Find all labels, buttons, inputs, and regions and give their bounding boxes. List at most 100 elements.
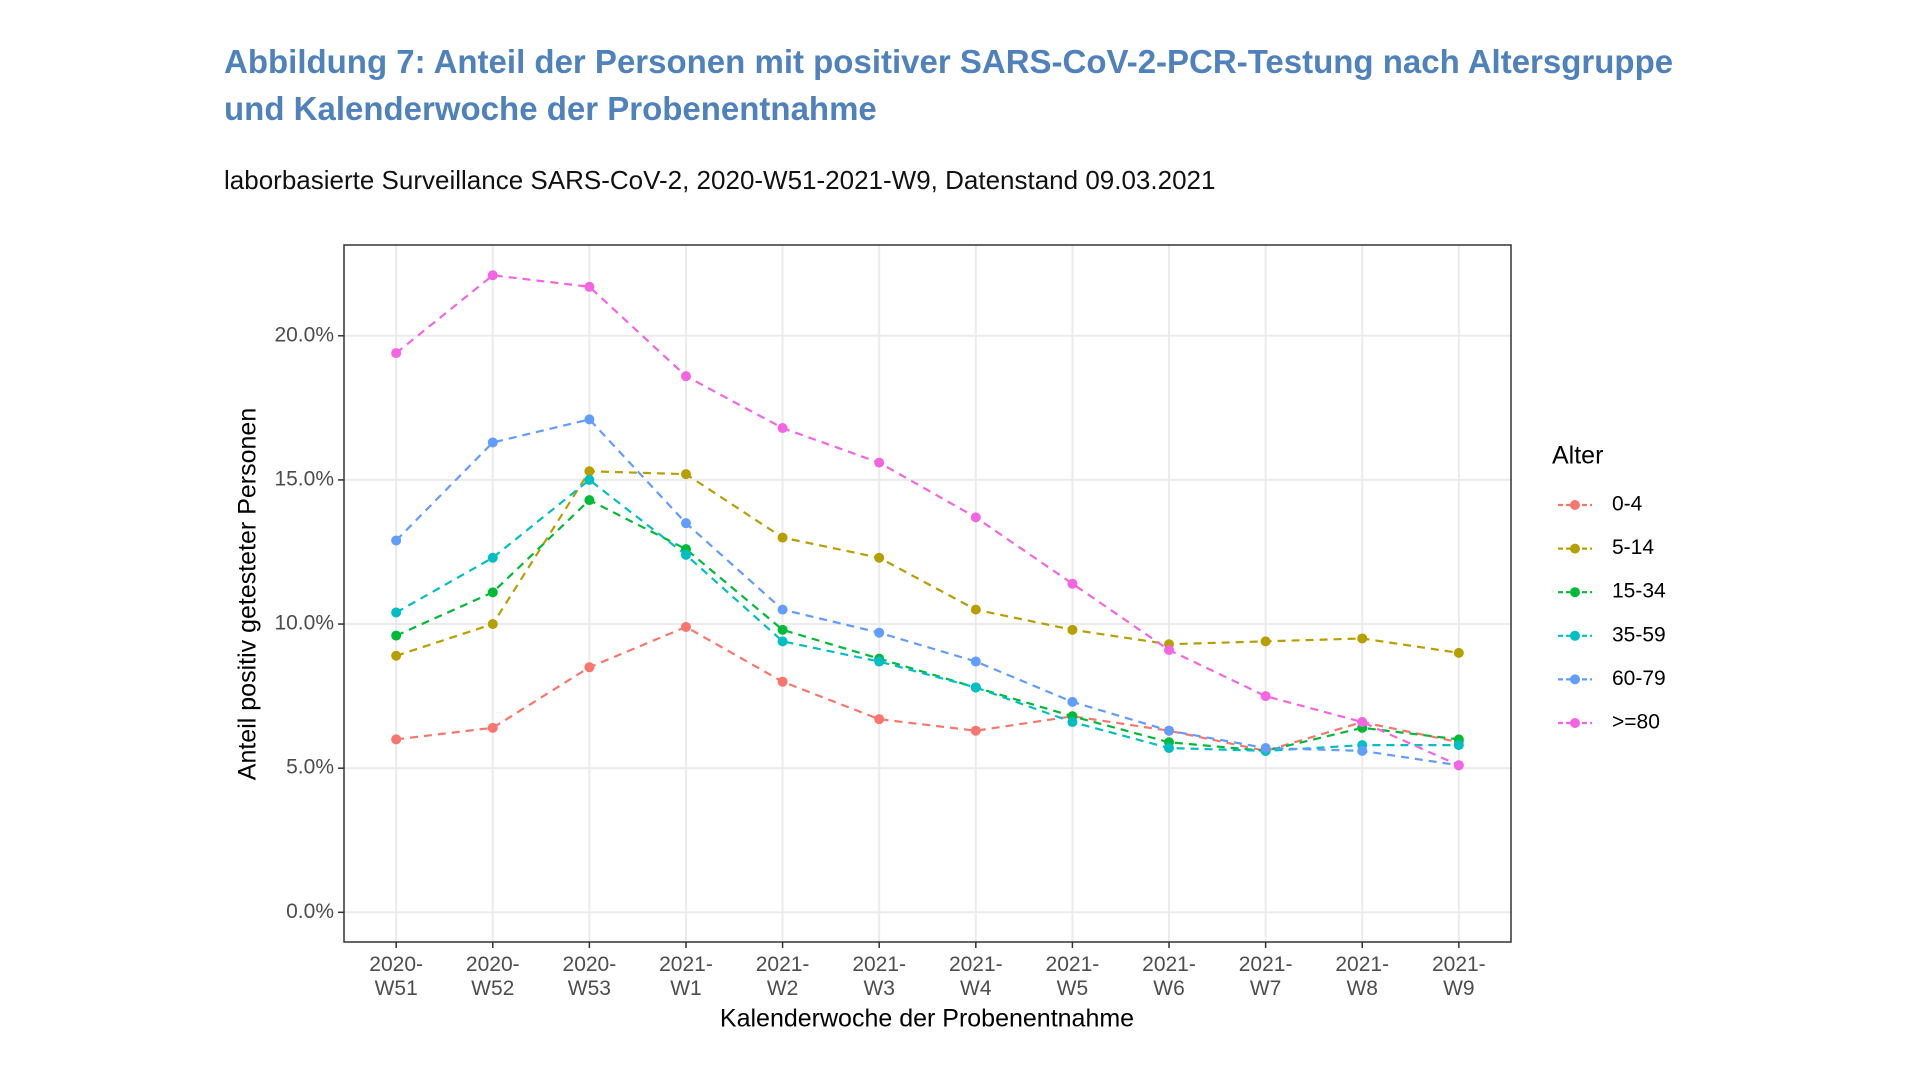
x-tick-label: 2021-W9 (1432, 953, 1486, 1000)
x-tick-label: 2020-W53 (563, 953, 617, 1000)
series-line (395, 478, 1459, 752)
data-point (584, 495, 595, 506)
data-point (874, 714, 885, 725)
legend-label: 35-59 (1612, 623, 1666, 646)
x-tick-label-line: W8 (1346, 977, 1378, 1000)
x-tick-label-line: W52 (471, 977, 514, 1000)
x-tick-label-line: 2021- (1142, 953, 1196, 976)
x-tick-label-line: W1 (670, 977, 702, 1000)
x-tick-label: 2021-W7 (1239, 953, 1293, 1000)
x-tick-label-line: W6 (1153, 977, 1185, 1000)
x-tick-label-line: 2021- (1046, 953, 1100, 976)
data-point (777, 604, 788, 615)
series-line (395, 470, 1459, 657)
x-tick-label-line: 2021- (1432, 953, 1486, 976)
legend-key-point (1570, 674, 1580, 685)
data-point (680, 621, 691, 632)
chart-subtitle: laborbasierte Surveillance SARS-CoV-2, 2… (224, 165, 1216, 195)
data-point (777, 636, 788, 647)
plot-background (344, 245, 1511, 942)
data-point (970, 656, 981, 667)
data-point (777, 624, 788, 635)
legend-key-point (1570, 500, 1580, 510)
data-point (584, 474, 595, 485)
x-tick-label-line: W51 (375, 977, 418, 1000)
x-tick-label: 2021-W8 (1335, 953, 1389, 1000)
x-tick-label: 2021-W2 (756, 953, 810, 1000)
chart-title: Abbildung 7: Anteil der Personen mit pos… (224, 43, 1674, 127)
legend-label: 0-4 (1612, 493, 1643, 516)
legend-label: >=80 (1612, 711, 1660, 734)
x-tick-label-line: 2020- (369, 953, 423, 976)
data-point (874, 656, 885, 667)
x-tick-label: 2020-W52 (466, 953, 520, 1000)
data-point (487, 722, 498, 733)
x-tick-label: 2021-W1 (659, 953, 713, 1000)
y-tick-label: 15.0% (274, 467, 334, 490)
y-tick-label: 20.0% (274, 323, 334, 346)
data-point (1067, 578, 1078, 589)
data-point (391, 650, 402, 661)
x-tick-label-line: W4 (960, 977, 992, 1000)
legend-key-point (1570, 543, 1580, 554)
x-tick-label-line: 2020- (563, 953, 617, 976)
x-tick-label-line: 2021- (852, 953, 906, 976)
data-point (391, 630, 402, 641)
data-point (584, 466, 595, 477)
data-point (680, 371, 691, 382)
x-tick-label: 2021-W3 (852, 953, 906, 1000)
data-point (1260, 691, 1271, 702)
data-point (1357, 717, 1368, 728)
data-point (1260, 743, 1271, 754)
series-line (395, 418, 1459, 767)
data-point (1260, 636, 1271, 647)
legend-key-point (1570, 630, 1580, 641)
data-point (1164, 644, 1175, 655)
data-point (680, 518, 691, 529)
legend-label: 15-34 (1612, 580, 1666, 603)
x-tick-label: 2020-W51 (369, 953, 423, 1000)
legend-key-point (1570, 718, 1580, 728)
data-point (487, 270, 498, 281)
data-point (1453, 740, 1464, 751)
legend-label: 60-79 (1612, 667, 1666, 690)
x-tick-label: 2021-W5 (1046, 953, 1100, 1000)
data-point (874, 552, 885, 563)
data-point (487, 552, 498, 563)
x-tick-label-line: 2021- (1335, 953, 1389, 976)
data-point (487, 437, 498, 448)
data-point (391, 607, 402, 618)
y-axis-label: Anteil positiv getesteter Personen (234, 408, 262, 780)
x-tick-label-line: W9 (1443, 977, 1475, 1000)
data-point (970, 512, 981, 523)
data-point (584, 414, 595, 425)
data-point (680, 469, 691, 480)
data-point (1067, 717, 1078, 728)
data-point (391, 348, 402, 359)
data-point (1067, 624, 1078, 635)
data-point (970, 604, 981, 615)
x-tick-label-line: 2021- (1239, 953, 1293, 976)
data-point (874, 627, 885, 638)
series-line (396, 625, 1460, 753)
legend-key-point (1570, 587, 1580, 598)
plot-border (343, 244, 1512, 943)
x-tick-label: 2021-W4 (949, 953, 1003, 1000)
x-tick-label-line: W7 (1250, 977, 1282, 1000)
data-point (391, 734, 402, 745)
series-line (395, 498, 1459, 752)
x-tick-label-line: 2020- (466, 953, 520, 976)
data-point (487, 587, 498, 598)
data-point (584, 281, 595, 292)
y-tick-label: 5.0% (286, 756, 334, 779)
x-tick-label-line: W3 (863, 977, 895, 1000)
data-point (874, 457, 885, 468)
data-point (1164, 725, 1175, 736)
y-tick-label: 0.0% (286, 900, 334, 923)
series-line (395, 274, 1460, 767)
data-point (1357, 745, 1368, 756)
x-tick-label-line: 2021- (659, 953, 713, 976)
data-point (777, 423, 788, 434)
